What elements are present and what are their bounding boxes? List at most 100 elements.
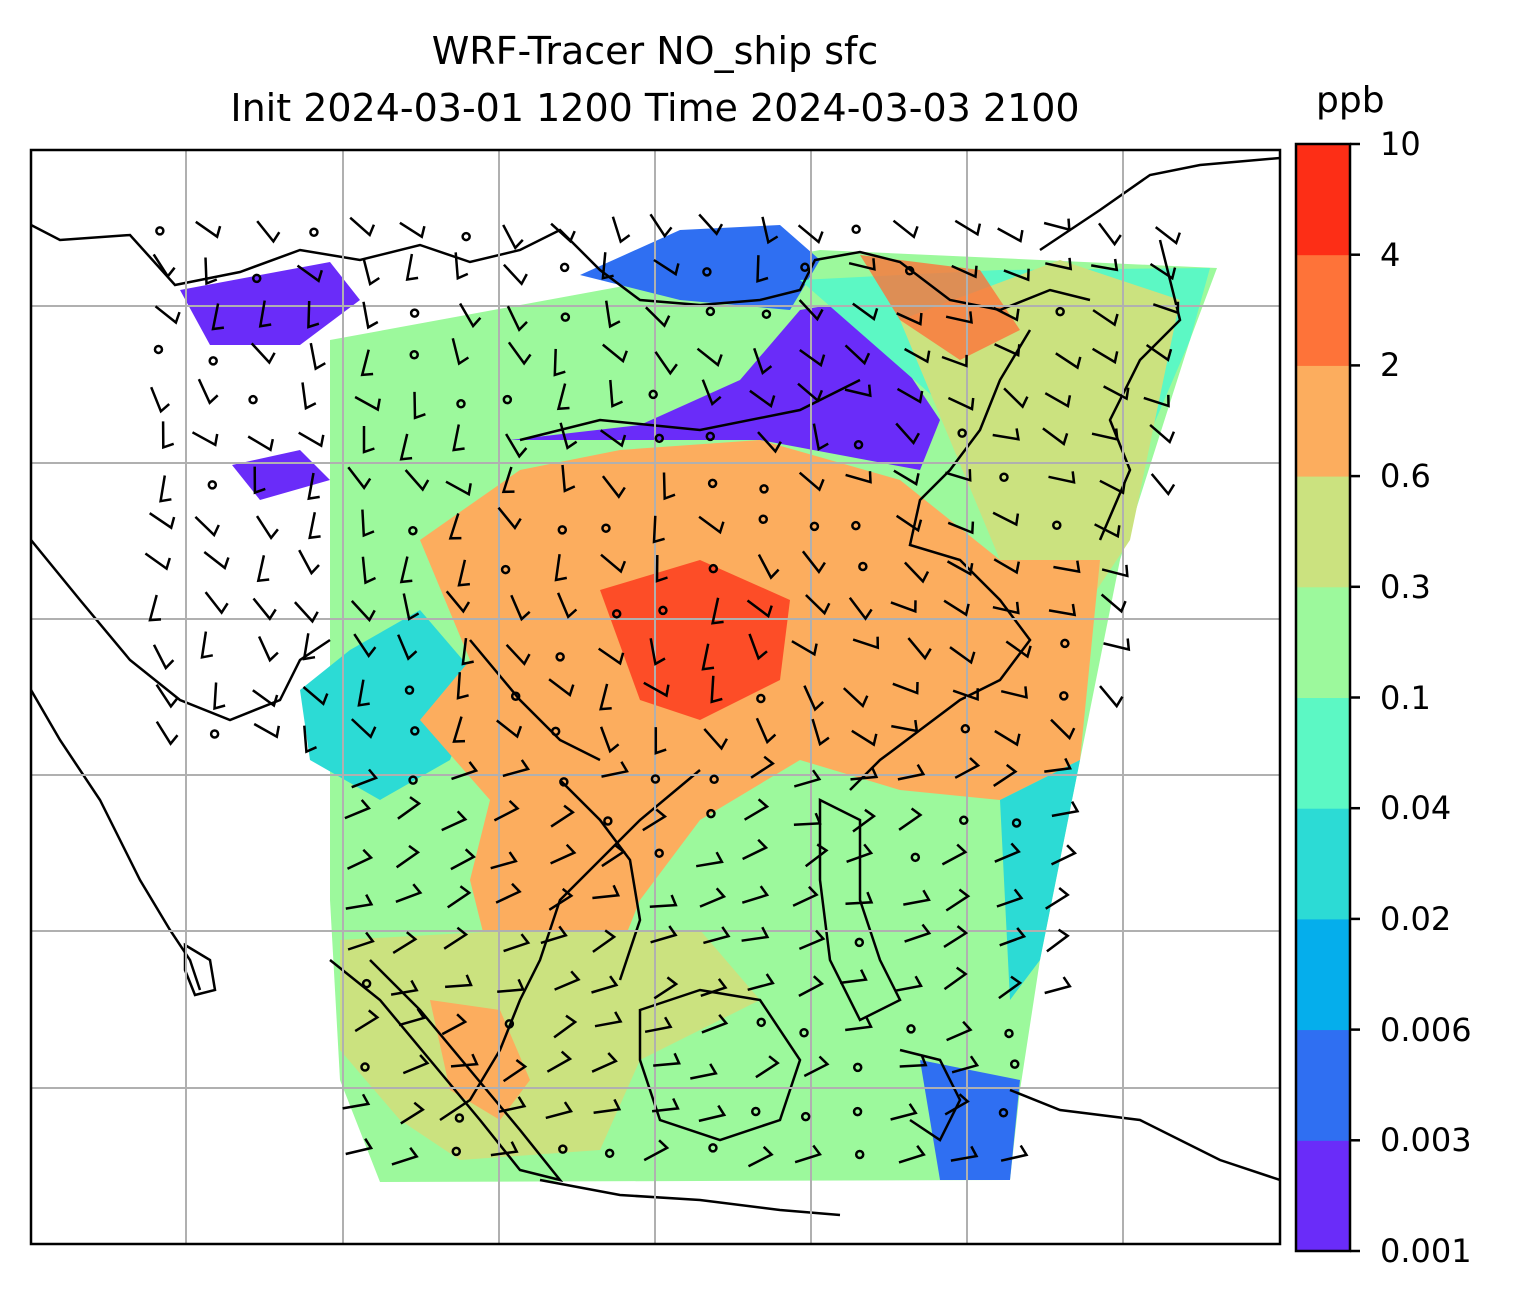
wind-barb-calm (502, 394, 513, 405)
wind-barb (1048, 471, 1076, 484)
wind-barb (992, 511, 1020, 527)
wind-barb-calm (650, 774, 661, 784)
wind-barb-calm (910, 852, 921, 863)
wind-barb (701, 379, 722, 406)
wind-barb (502, 759, 531, 778)
wind-barb (952, 688, 979, 702)
wind-barb (347, 931, 375, 951)
wind-barb (345, 1138, 374, 1156)
wind-barb (452, 424, 465, 452)
wind-barb-calm (851, 224, 861, 235)
wind-barb-calm (560, 312, 571, 322)
wind-barb (700, 978, 728, 997)
wind-barb (502, 263, 528, 286)
wind-barb (392, 931, 418, 954)
wind-barb-calm (959, 815, 969, 826)
wind-barb (308, 512, 321, 540)
wind-barb-calm (559, 777, 569, 787)
wind-barb (360, 349, 374, 377)
wind-barb (250, 342, 276, 365)
wind-barb (546, 1050, 573, 1073)
wind-barb (1143, 394, 1170, 408)
wind-barb (701, 1013, 729, 1034)
wind-barb (362, 426, 375, 454)
wind-barb (1053, 560, 1081, 574)
colorbar-label: ppb (1316, 80, 1385, 121)
wind-barb (307, 300, 320, 329)
wind-barb (951, 1055, 980, 1074)
wind-barb (899, 1054, 928, 1068)
wind-barb-calm (603, 816, 613, 826)
colorbar-tick-label: 0.6 (1380, 457, 1431, 496)
wind-barb (397, 796, 422, 820)
wind-barb (1154, 226, 1181, 246)
wind-barb (1044, 392, 1072, 409)
wind-barb-calm (705, 431, 716, 442)
wind-barb (950, 1145, 979, 1162)
wind-barb-calm (852, 1106, 863, 1117)
wind-barb (943, 925, 969, 948)
wind-barb (748, 633, 768, 661)
chart-subtitle: Init 2024-03-01 1200 Time 2024-03-03 210… (230, 86, 1080, 130)
coast-borneo (638, 988, 802, 1142)
wind-barb (892, 219, 919, 239)
wind-barb (897, 763, 926, 781)
wind-barb (1003, 268, 1030, 282)
wind-barb (154, 305, 181, 325)
wind-barb (954, 219, 982, 237)
wind-barb (949, 646, 976, 665)
wind-barb-calm (408, 775, 418, 785)
wind-barb-calm (998, 1108, 1009, 1118)
wind-barb-calm (153, 344, 164, 355)
wind-barb (943, 599, 970, 617)
wind-barb (350, 600, 376, 623)
wind-barb (1092, 309, 1119, 327)
colorbar-swatch (1296, 1029, 1350, 1141)
colorbar-swatch (1296, 365, 1350, 477)
wind-barb (362, 258, 380, 287)
wind-barb (604, 300, 621, 329)
wind-barb (441, 810, 468, 832)
wind-barb (194, 516, 220, 538)
wind-barb-calm (360, 1062, 370, 1072)
wind-barb (599, 726, 620, 754)
wind-barb-calm (708, 563, 719, 574)
wind-barb (852, 302, 879, 321)
wind-barb (898, 1144, 926, 1164)
wind-barb (497, 506, 522, 531)
wind-barb (896, 387, 924, 404)
wind-barb (395, 883, 423, 903)
wind-barb-calm (207, 480, 218, 490)
wind-barb (452, 716, 466, 743)
wind-barb (498, 1096, 527, 1113)
wind-barb (1103, 385, 1130, 401)
wind-barb (994, 729, 1021, 747)
wind-barb (550, 222, 576, 244)
wind-barb (502, 1059, 528, 1083)
wind-barb (553, 1014, 578, 1039)
wind-barb-calm (604, 1148, 615, 1159)
wind-barb (1149, 423, 1176, 444)
wind-barb (757, 431, 782, 454)
wind-barb (402, 1054, 430, 1075)
wind-barb-calm (706, 808, 716, 819)
wind-barb (954, 757, 981, 779)
wind-barb (749, 389, 776, 409)
colorbar-tick-label: 0.006 (1380, 1010, 1472, 1049)
wind-barb-calm (409, 350, 419, 360)
wind-barb-calm (461, 231, 471, 242)
border-vietnam-laos (559, 779, 642, 981)
wind-barb (951, 264, 978, 279)
wind-barb (399, 556, 413, 584)
wind-barb (346, 848, 374, 870)
wind-barb (947, 521, 975, 535)
wind-barb (309, 342, 326, 371)
wind-barb (844, 344, 871, 366)
colorbar-tick-label: 2 (1380, 346, 1401, 385)
wind-barb (553, 348, 566, 377)
wind-barb (792, 885, 819, 907)
wind-barb (992, 601, 1020, 615)
wind-barb (253, 722, 281, 739)
wind-barb (654, 351, 678, 376)
wind-barb (698, 213, 724, 236)
